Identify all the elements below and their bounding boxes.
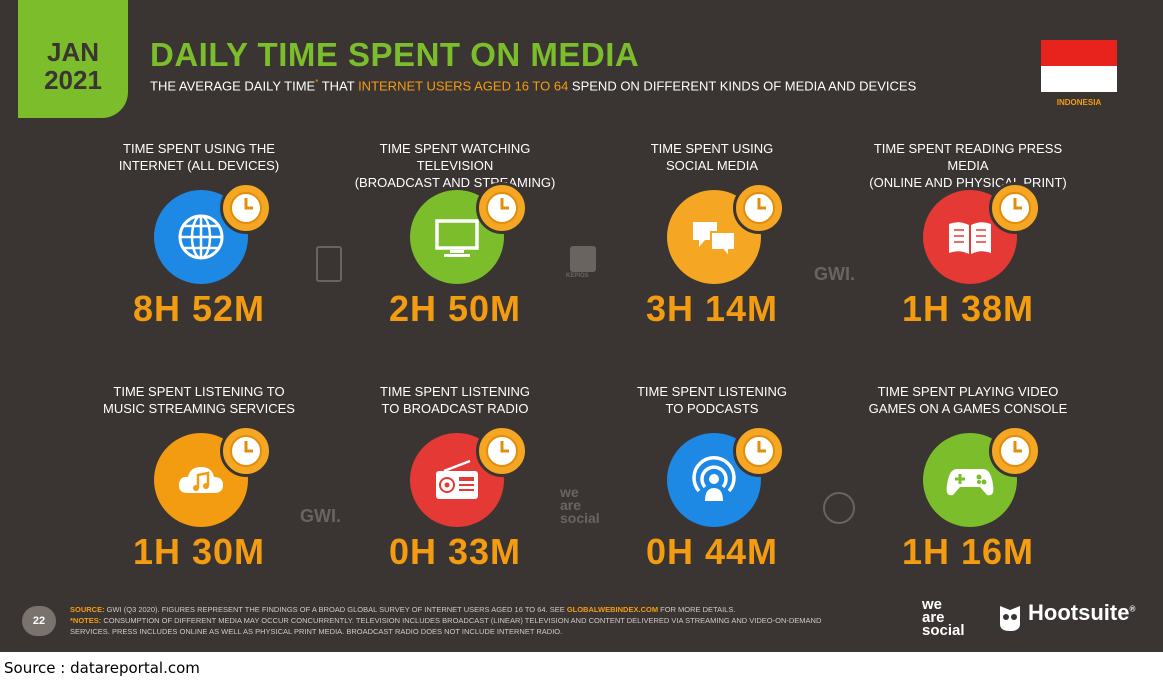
time-value: 1H 16M	[901, 531, 1035, 572]
clock-icon	[220, 182, 272, 234]
time-value: 3H 14M	[645, 288, 779, 329]
lightbulb-watermark-icon	[823, 492, 855, 524]
source-caption: Source : datareportal.com	[4, 659, 200, 677]
time-value: 0H 33M	[388, 531, 522, 572]
time-value: 2H 50M	[388, 288, 522, 329]
card-label: TIME SPENT WATCHING TELEVISION (BROADCAST…	[354, 141, 556, 190]
time-value: 1H 38M	[901, 288, 1035, 329]
clock-icon	[989, 182, 1041, 234]
clock-icon	[476, 182, 528, 234]
kepios-watermark-icon	[570, 246, 596, 272]
time-value: 8H 52M	[132, 288, 266, 329]
hootsuite-logo: Hootsuite®	[1028, 600, 1136, 625]
card-label: TIME SPENT LISTENING TO MUSIC STREAMING S…	[103, 384, 295, 416]
card-internet: TIME SPENT USING THE INTERNET (ALL DEVICE…	[84, 140, 314, 329]
gwi-watermark: GWI.	[814, 264, 855, 284]
kepios-watermark: KEPIOS	[566, 273, 589, 279]
card-label: TIME SPENT READING PRESS MEDIA (ONLINE AN…	[869, 141, 1067, 190]
clock-icon	[733, 182, 785, 234]
card-press-media: TIME SPENT READING PRESS MEDIA (ONLINE AN…	[853, 140, 1083, 329]
card-label: TIME SPENT PLAYING VIDEO GAMES ON A GAMES…	[868, 384, 1068, 416]
card-label: TIME SPENT USING THE INTERNET (ALL DEVICE…	[118, 141, 280, 173]
date-month: JAN	[46, 37, 99, 67]
card-video-games: TIME SPENT PLAYING VIDEO GAMES ON A GAMES…	[853, 383, 1083, 572]
hootsuite-owl-icon	[1000, 606, 1020, 631]
page-title: DAILY TIME SPENT ON MEDIA	[150, 36, 640, 73]
indonesia-flag-icon	[1041, 40, 1117, 92]
card-social-media: TIME SPENT USING SOCIAL MEDIA 3H 14M	[597, 140, 827, 329]
slide: JAN 2021 DAILY TIME SPENT ON MEDIA THE A…	[0, 0, 1163, 652]
clock-icon	[476, 425, 528, 477]
card-label: TIME SPENT LISTENING TO PODCASTS	[636, 384, 787, 416]
date-badge: JAN 2021	[18, 0, 128, 118]
footer-notes: SOURCE: GWI (Q3 2020). FIGURES REPRESENT…	[70, 605, 822, 636]
date-year: 2021	[44, 65, 102, 95]
card-label: TIME SPENT LISTENING TO BROADCAST RADIO	[379, 384, 530, 416]
we-are-social-logo: we are social	[922, 596, 965, 639]
gamepad-icon	[923, 433, 1017, 527]
clock-icon	[989, 425, 1041, 477]
hootsuite-watermark-icon	[316, 246, 342, 282]
card-broadcast-radio: TIME SPENT LISTENING TO BROADCAST RADIO 0…	[340, 383, 570, 572]
clock-icon	[220, 425, 272, 477]
page-subtitle: THE AVERAGE DAILY TIME* THAT INTERNET US…	[150, 78, 917, 94]
clock-icon	[733, 425, 785, 477]
we-are-social-watermark: we are social	[560, 484, 600, 526]
time-value: 0H 44M	[645, 531, 779, 572]
card-podcasts: TIME SPENT LISTENING TO PODCASTS 0H 44M	[597, 383, 827, 572]
gwi-watermark: GWI.	[300, 506, 341, 526]
card-label: TIME SPENT USING SOCIAL MEDIA	[650, 141, 774, 173]
radio-icon	[410, 433, 504, 527]
page-number: 22	[22, 606, 56, 636]
card-television: TIME SPENT WATCHING TELEVISION (BROADCAST…	[340, 140, 570, 329]
country-label: INDONESIA	[1056, 98, 1102, 107]
card-music-streaming: TIME SPENT LISTENING TO MUSIC STREAMING S…	[84, 383, 314, 572]
time-value: 1H 30M	[132, 531, 266, 572]
